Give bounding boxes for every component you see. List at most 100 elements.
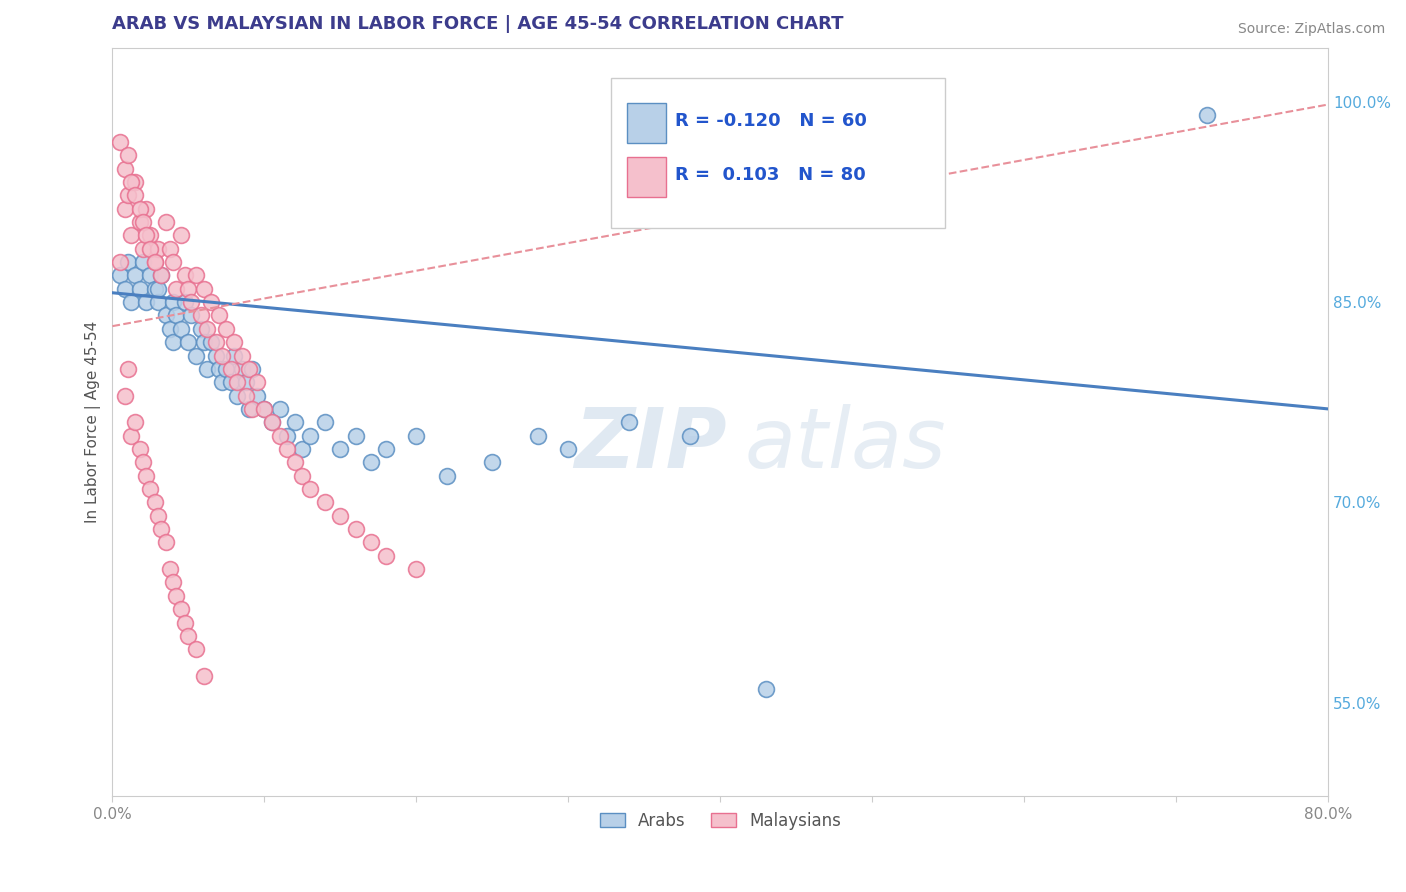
- Point: [159, 242, 181, 256]
- Point: [269, 401, 291, 416]
- Point: [291, 442, 314, 456]
- Point: [195, 362, 218, 376]
- Point: [193, 669, 215, 683]
- Point: [235, 375, 257, 389]
- Point: [117, 148, 139, 162]
- Point: [219, 362, 242, 376]
- Point: [174, 295, 197, 310]
- Point: [360, 535, 382, 549]
- Point: [132, 255, 155, 269]
- Point: [190, 309, 212, 323]
- Point: [124, 188, 146, 202]
- Point: [155, 535, 177, 549]
- Point: [436, 468, 458, 483]
- Point: [184, 349, 207, 363]
- Point: [200, 295, 222, 310]
- Point: [211, 375, 233, 389]
- Text: R =  0.103   N = 80: R = 0.103 N = 80: [675, 166, 866, 184]
- Point: [246, 375, 269, 389]
- Point: [215, 322, 238, 336]
- Point: [557, 442, 579, 456]
- Point: [162, 255, 184, 269]
- Point: [128, 282, 150, 296]
- Text: R = -0.120   N = 60: R = -0.120 N = 60: [675, 112, 868, 130]
- FancyBboxPatch shape: [627, 103, 665, 144]
- Point: [135, 468, 157, 483]
- Point: [617, 415, 640, 429]
- Point: [135, 202, 157, 216]
- Point: [155, 309, 177, 323]
- Point: [184, 642, 207, 657]
- Point: [1195, 108, 1218, 122]
- Point: [240, 362, 263, 376]
- Point: [174, 268, 197, 283]
- Point: [215, 362, 238, 376]
- Point: [124, 415, 146, 429]
- Text: ZIP: ZIP: [575, 404, 727, 485]
- Y-axis label: In Labor Force | Age 45-54: In Labor Force | Age 45-54: [86, 321, 101, 524]
- Point: [284, 415, 307, 429]
- Point: [219, 375, 242, 389]
- Point: [298, 428, 321, 442]
- Point: [298, 482, 321, 496]
- Point: [177, 335, 200, 350]
- Point: [195, 322, 218, 336]
- Point: [260, 415, 283, 429]
- Point: [165, 282, 187, 296]
- Point: [253, 401, 276, 416]
- Point: [165, 589, 187, 603]
- Point: [344, 522, 367, 536]
- Point: [755, 682, 778, 697]
- Point: [291, 468, 314, 483]
- FancyBboxPatch shape: [610, 78, 945, 227]
- Point: [108, 255, 131, 269]
- Point: [165, 309, 187, 323]
- Point: [114, 161, 136, 176]
- Point: [143, 282, 166, 296]
- Point: [108, 135, 131, 149]
- Point: [481, 455, 503, 469]
- Point: [329, 508, 352, 523]
- Point: [226, 388, 249, 402]
- Point: [208, 309, 231, 323]
- Point: [231, 349, 253, 363]
- Point: [170, 602, 193, 616]
- Point: [162, 575, 184, 590]
- Point: [193, 335, 215, 350]
- Point: [128, 202, 150, 216]
- Point: [114, 202, 136, 216]
- Point: [246, 388, 269, 402]
- Point: [146, 242, 169, 256]
- Point: [139, 242, 162, 256]
- Point: [329, 442, 352, 456]
- Point: [231, 362, 253, 376]
- Point: [211, 349, 233, 363]
- Point: [139, 228, 162, 243]
- Text: ARAB VS MALAYSIAN IN LABOR FORCE | AGE 45-54 CORRELATION CHART: ARAB VS MALAYSIAN IN LABOR FORCE | AGE 4…: [112, 15, 844, 33]
- Point: [184, 268, 207, 283]
- Point: [108, 268, 131, 283]
- Point: [344, 428, 367, 442]
- Point: [170, 228, 193, 243]
- Point: [375, 442, 398, 456]
- Point: [238, 401, 260, 416]
- Point: [162, 335, 184, 350]
- Point: [177, 629, 200, 643]
- Point: [240, 401, 263, 416]
- Point: [132, 455, 155, 469]
- Point: [132, 242, 155, 256]
- Point: [226, 375, 249, 389]
- Point: [120, 428, 142, 442]
- Point: [139, 482, 162, 496]
- Point: [190, 322, 212, 336]
- Point: [128, 442, 150, 456]
- Point: [200, 335, 222, 350]
- FancyBboxPatch shape: [627, 157, 665, 197]
- Point: [117, 362, 139, 376]
- Point: [139, 268, 162, 283]
- Point: [180, 295, 202, 310]
- Point: [314, 495, 336, 509]
- Point: [128, 215, 150, 229]
- Point: [527, 428, 550, 442]
- Point: [124, 268, 146, 283]
